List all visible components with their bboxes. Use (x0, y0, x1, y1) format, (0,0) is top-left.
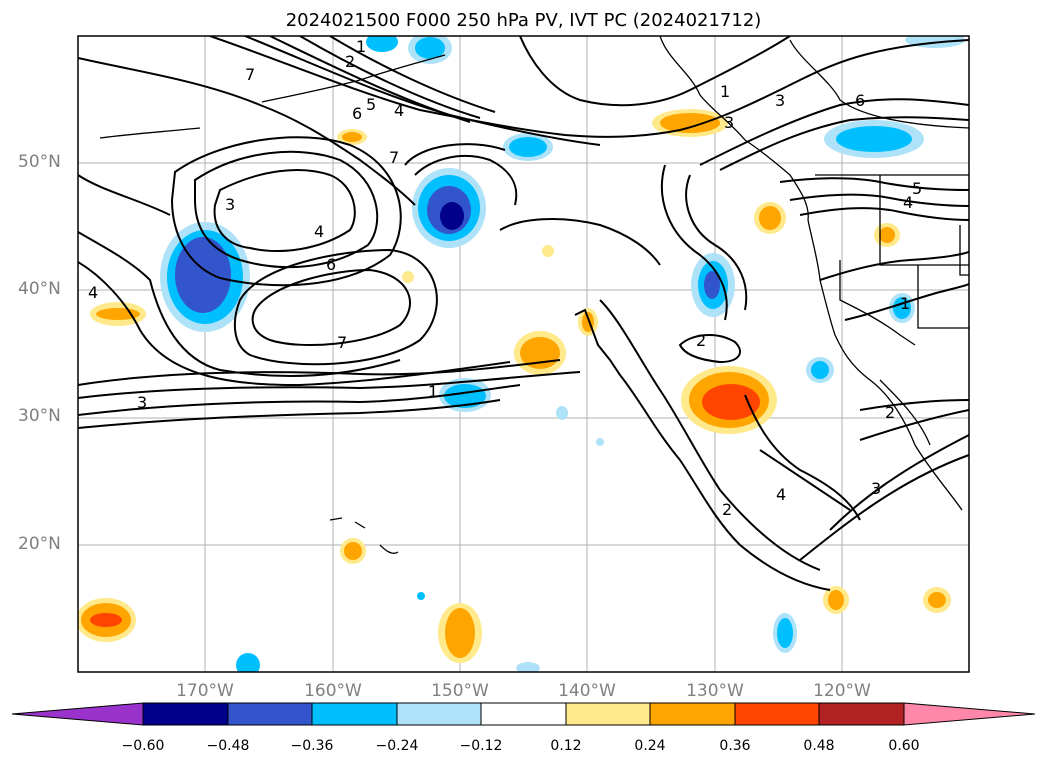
colorbar-tick-label: 0.60 (888, 738, 920, 754)
contour-label: 1 (356, 37, 366, 56)
positive-anomalies (78, 109, 951, 663)
colorbar-segment (649, 702, 736, 726)
colorbar-tick-label: 0.24 (634, 738, 666, 754)
contour-label: 5 (366, 95, 376, 114)
lon-label: 150°W (431, 681, 489, 701)
negative-anomalies (160, 36, 965, 672)
colorbar-tick-label: −0.24 (375, 738, 419, 754)
coastlines (99, 36, 969, 554)
colorbar-segment (565, 702, 651, 726)
colorbar-segment (311, 702, 398, 726)
lat-label: 50°N (18, 152, 61, 172)
contour-label: 2 (696, 331, 706, 350)
contour-label: 6 (326, 255, 336, 274)
contour-label: 2 (722, 500, 732, 519)
colorbar-segment (396, 702, 482, 726)
lat-label: 40°N (18, 279, 61, 299)
contour-label: 2 (345, 52, 355, 71)
colorbar-segment (480, 702, 567, 726)
colorbar-segment (734, 702, 820, 726)
colorbar (11, 702, 1036, 726)
contour-label: 6 (352, 104, 362, 123)
colorbar-tick-label: −0.12 (459, 738, 503, 754)
contour-label: 3 (775, 91, 785, 110)
contour-label: 7 (389, 148, 399, 167)
contour-label: 1 (900, 294, 910, 313)
contour-label: 4 (394, 101, 404, 120)
contour-label: 4 (903, 193, 913, 212)
lon-label: 130°W (686, 681, 744, 701)
contour-label: 5 (912, 179, 922, 198)
pv-contours (78, 36, 969, 591)
contour-label: 3 (724, 113, 734, 132)
contour-label: 3 (137, 393, 147, 412)
lat-label: 20°N (18, 534, 61, 554)
lon-label: 170°W (176, 681, 234, 701)
colorbar-tick-label: −0.60 (121, 738, 165, 754)
colorbar-tick-label: 0.36 (719, 738, 751, 754)
contour-label: 1 (428, 382, 438, 401)
contour-label: 1 (720, 82, 730, 101)
contour-label: 7 (337, 333, 347, 352)
colorbar-extend-high (903, 702, 1036, 726)
colorbar-segment (227, 702, 313, 726)
contour-label: 4 (88, 283, 98, 302)
colorbar-tick-label: 0.48 (803, 738, 835, 754)
lon-label: 160°W (304, 681, 362, 701)
map-title: 2024021500 F000 250 hPa PV, IVT PC (2024… (285, 10, 762, 31)
contour-labels: 7 2 1 5 6 4 3 4 6 7 3 4 1 3 1 3 6 5 4 1 … (88, 37, 922, 519)
contour-label: 7 (245, 65, 255, 84)
lon-label: 120°W (813, 681, 871, 701)
contour-label: 6 (855, 91, 865, 110)
contour-label: 3 (225, 195, 235, 214)
colorbar-tick-label: −0.48 (206, 738, 250, 754)
colorbar-segment (142, 702, 229, 726)
lon-label: 140°W (558, 681, 616, 701)
contour-label: 3 (871, 479, 881, 498)
lat-label: 30°N (18, 406, 61, 426)
colorbar-extend-low (11, 702, 144, 726)
colorbar-tick-label: 0.12 (550, 738, 582, 754)
map-frame (77, 35, 970, 673)
contour-label: 2 (885, 403, 895, 422)
contour-label: 4 (314, 222, 324, 241)
contour-label: 4 (776, 485, 786, 504)
colorbar-tick-label: −0.36 (290, 738, 334, 754)
colorbar-segment (818, 702, 905, 726)
